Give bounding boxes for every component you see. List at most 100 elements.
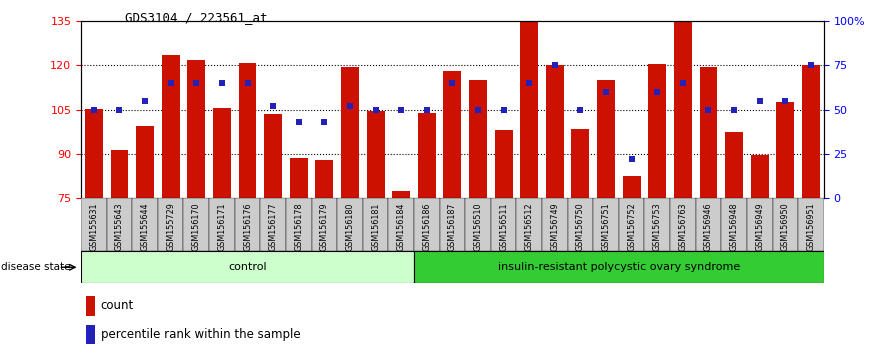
Bar (239, 63, 256, 198)
Bar (286, 198, 312, 251)
Point (215, 80, 229, 86)
Text: GSM156171: GSM156171 (218, 202, 226, 251)
Bar (158, 198, 183, 251)
Bar (234, 198, 260, 251)
Bar (337, 198, 363, 251)
Point (164, 80, 178, 86)
Bar (440, 198, 465, 251)
Text: GSM156511: GSM156511 (500, 202, 508, 251)
Text: GSM156946: GSM156946 (704, 202, 713, 251)
Bar (81, 251, 414, 283)
Text: GSM156951: GSM156951 (806, 202, 816, 251)
Bar (85, 325, 95, 344)
Bar (722, 198, 747, 251)
Bar (414, 198, 440, 251)
Bar (418, 113, 436, 198)
Bar (623, 176, 640, 198)
Bar (465, 198, 491, 251)
Point (548, 63, 562, 68)
Bar (110, 149, 129, 198)
Point (87, 107, 101, 113)
Bar (188, 59, 205, 198)
Bar (209, 198, 234, 251)
Bar (107, 198, 132, 251)
Bar (747, 198, 773, 251)
Bar (389, 198, 414, 251)
Bar (392, 191, 411, 198)
Bar (546, 65, 564, 198)
Point (497, 107, 511, 113)
Bar (312, 198, 337, 251)
Text: GSM156510: GSM156510 (473, 202, 483, 251)
Point (368, 107, 382, 113)
Bar (776, 102, 795, 198)
Text: disease state: disease state (1, 262, 70, 272)
Bar (798, 198, 824, 251)
Point (650, 89, 664, 95)
Point (445, 80, 459, 86)
Bar (469, 80, 487, 198)
Text: GSM156170: GSM156170 (192, 202, 201, 251)
Text: GSM156753: GSM156753 (653, 202, 662, 251)
Text: GSM156187: GSM156187 (448, 202, 457, 251)
Bar (363, 198, 389, 251)
Bar (645, 198, 670, 251)
Text: GSM155644: GSM155644 (141, 202, 150, 251)
Bar (366, 111, 384, 198)
Bar (542, 198, 567, 251)
Text: GSM156178: GSM156178 (294, 202, 303, 251)
Bar (674, 21, 692, 198)
Point (241, 80, 255, 86)
Text: GSM156512: GSM156512 (525, 202, 534, 251)
Text: GSM156949: GSM156949 (755, 202, 764, 251)
Text: GSM156948: GSM156948 (729, 202, 738, 251)
Point (676, 80, 690, 86)
Bar (85, 296, 95, 315)
Bar (414, 251, 824, 283)
Bar (494, 130, 513, 198)
Bar (290, 159, 307, 198)
Bar (521, 21, 538, 198)
Text: GSM156179: GSM156179 (320, 202, 329, 251)
Text: GSM156950: GSM156950 (781, 202, 790, 251)
Text: GSM156750: GSM156750 (576, 202, 585, 251)
Bar (260, 198, 286, 251)
Bar (81, 198, 107, 251)
Point (317, 119, 331, 125)
Text: GSM155643: GSM155643 (115, 202, 124, 251)
Bar (264, 114, 282, 198)
Text: GSM156186: GSM156186 (422, 202, 432, 251)
Text: GSM156180: GSM156180 (345, 202, 354, 251)
Text: GSM155729: GSM155729 (167, 202, 175, 251)
Bar (700, 67, 717, 198)
Text: GSM156176: GSM156176 (243, 202, 252, 251)
Bar (491, 198, 516, 251)
Point (471, 107, 485, 113)
Point (625, 156, 639, 162)
Bar (773, 198, 798, 251)
Text: control: control (228, 262, 267, 272)
Text: GDS3104 / 223561_at: GDS3104 / 223561_at (125, 11, 268, 24)
Bar (725, 132, 743, 198)
Text: GSM156749: GSM156749 (551, 202, 559, 251)
Point (574, 107, 588, 113)
Bar (213, 108, 231, 198)
Bar (183, 198, 209, 251)
Point (343, 103, 357, 109)
Point (419, 107, 433, 113)
Bar (751, 155, 769, 198)
Bar (567, 198, 593, 251)
Text: count: count (100, 299, 134, 313)
Bar (802, 65, 820, 198)
Bar (162, 55, 180, 198)
Point (292, 119, 306, 125)
Bar (593, 198, 618, 251)
Bar (315, 160, 333, 198)
Point (522, 80, 537, 86)
Bar (516, 198, 542, 251)
Point (599, 89, 613, 95)
Point (752, 98, 766, 104)
Point (189, 80, 204, 86)
Text: percentile rank within the sample: percentile rank within the sample (100, 328, 300, 341)
Bar (572, 129, 589, 198)
